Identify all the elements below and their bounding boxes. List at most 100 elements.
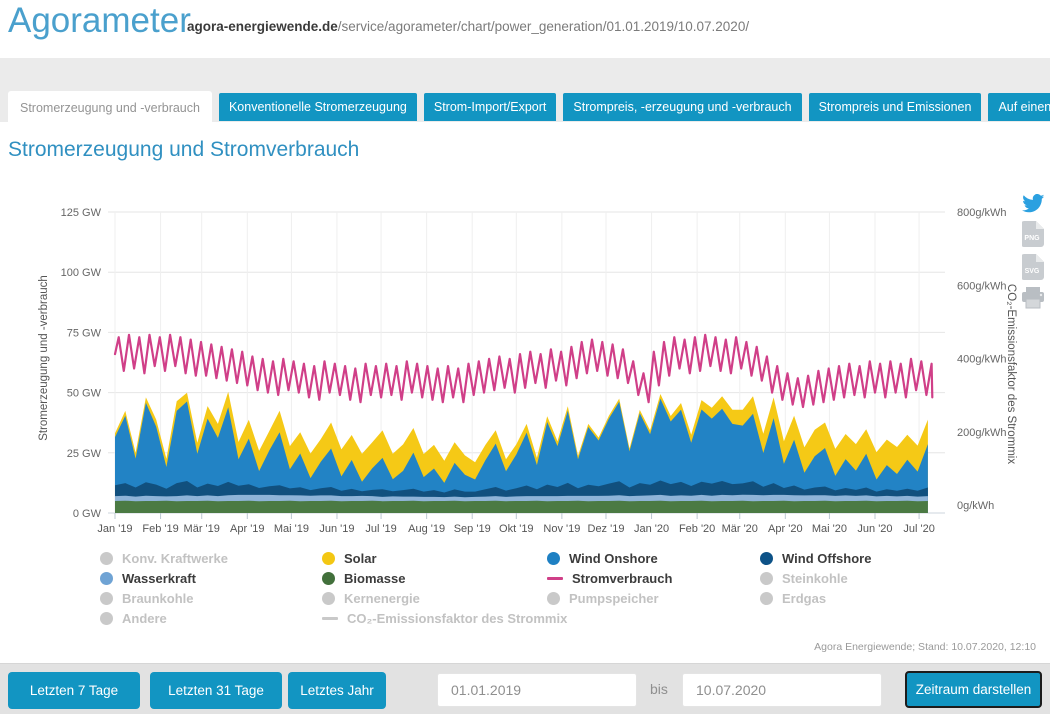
- svg-text:Mär '20: Mär '20: [722, 523, 758, 535]
- legend-label: Kernenergie: [344, 591, 420, 606]
- svg-text:Jul '19: Jul '19: [365, 523, 396, 535]
- svg-text:100 GW: 100 GW: [61, 267, 102, 279]
- svg-text:Sep '19: Sep '19: [454, 523, 491, 535]
- legend-swatch: [547, 577, 563, 580]
- svg-text:PNG: PNG: [1024, 235, 1040, 242]
- svg-text:Dez '19: Dez '19: [588, 523, 625, 535]
- legend-swatch: [322, 552, 335, 565]
- breadcrumb-path: /service/agorameter/chart/power_generati…: [338, 19, 749, 34]
- legend-item[interactable]: Pumpspeicher: [547, 588, 672, 608]
- legend-swatch: [760, 552, 773, 565]
- legend-swatch: [547, 552, 560, 565]
- legend-swatch: [322, 617, 338, 620]
- legend-label: Wasserkraft: [122, 571, 196, 586]
- svg-text:Jun '20: Jun '20: [857, 523, 892, 535]
- legend-label: Andere: [122, 611, 167, 626]
- legend-label: Biomasse: [344, 571, 405, 586]
- legend-label: Erdgas: [782, 591, 826, 606]
- legend-swatch: [100, 572, 113, 585]
- legend-item[interactable]: Wind Offshore: [760, 548, 871, 568]
- legend-item[interactable]: Konv. Kraftwerke: [100, 548, 228, 568]
- legend-swatch: [760, 572, 773, 585]
- date-to-input[interactable]: [682, 673, 882, 707]
- svg-text:125 GW: 125 GW: [61, 207, 102, 219]
- legend-label: CO₂-Emissionsfaktor des Strommix: [347, 611, 567, 626]
- tab-bar: Stromerzeugung und -verbrauchKonventione…: [0, 58, 1050, 122]
- y-axis-right-label: CO₂-Emissionsfaktor des Strommix: [1005, 224, 1017, 524]
- svg-text:0g/kWh: 0g/kWh: [957, 500, 994, 512]
- svg-download-icon[interactable]: SVG: [1022, 254, 1044, 280]
- date-range-toolbar: Letzten 7 Tage Letzten 31 Tage Letztes J…: [0, 663, 1050, 714]
- breadcrumb-domain: agora-energiewende.de: [187, 19, 338, 34]
- svg-text:Mai '19: Mai '19: [274, 523, 309, 535]
- legend-label: Pumpspeicher: [569, 591, 659, 606]
- legend-label: Wind Onshore: [569, 551, 658, 566]
- legend-item[interactable]: Kernenergie: [322, 588, 567, 608]
- legend-item[interactable]: Stromverbrauch: [547, 568, 672, 588]
- tab-2[interactable]: Strom-Import/Export: [424, 93, 557, 121]
- svg-text:75 GW: 75 GW: [67, 327, 102, 339]
- page-title: Stromerzeugung und Stromverbrauch: [8, 138, 359, 162]
- svg-text:800g/kWh: 800g/kWh: [957, 207, 1007, 219]
- legend-swatch: [100, 612, 113, 625]
- twitter-icon[interactable]: [1021, 194, 1045, 214]
- legend-swatch: [100, 552, 113, 565]
- svg-text:Mär '19: Mär '19: [184, 523, 220, 535]
- legend-item[interactable]: Braunkohle: [100, 588, 228, 608]
- legend-label: Wind Offshore: [782, 551, 871, 566]
- last-7-days-button[interactable]: Letzten 7 Tage: [8, 672, 140, 709]
- svg-text:Mai '20: Mai '20: [812, 523, 847, 535]
- legend-item[interactable]: Erdgas: [760, 588, 871, 608]
- legend-item[interactable]: Wasserkraft: [100, 568, 228, 588]
- legend-label: Stromverbrauch: [572, 571, 672, 586]
- svg-text:0 GW: 0 GW: [73, 508, 102, 520]
- legend-label: Braunkohle: [122, 591, 194, 606]
- show-range-button[interactable]: Zeitraum darstellen: [905, 671, 1042, 708]
- y-axis-left-label: Stromerzeugung und -verbrauch: [38, 208, 50, 508]
- svg-text:200g/kWh: 200g/kWh: [957, 427, 1007, 439]
- svg-text:Jan '19: Jan '19: [97, 523, 132, 535]
- svg-text:Feb '20: Feb '20: [679, 523, 715, 535]
- legend-label: Konv. Kraftwerke: [122, 551, 228, 566]
- svg-text:Aug '19: Aug '19: [408, 523, 445, 535]
- breadcrumb: agora-energiewende.de/service/agorameter…: [187, 19, 749, 34]
- svg-text:Jun '19: Jun '19: [319, 523, 354, 535]
- legend-item[interactable]: Wind Onshore: [547, 548, 672, 568]
- app-logo: Agorameter: [8, 1, 191, 41]
- svg-text:SVG: SVG: [1025, 268, 1040, 275]
- tab-0[interactable]: Stromerzeugung und -verbrauch: [8, 91, 212, 125]
- svg-text:Jul '20: Jul '20: [903, 523, 934, 535]
- legend-label: Solar: [344, 551, 377, 566]
- legend-item[interactable]: Steinkohle: [760, 568, 871, 588]
- tab-3[interactable]: Strompreis, -erzeugung und -verbrauch: [563, 93, 801, 121]
- svg-text:600g/kWh: 600g/kWh: [957, 280, 1007, 292]
- tab-4[interactable]: Strompreis und Emissionen: [809, 93, 982, 121]
- last-year-button[interactable]: Letztes Jahr: [288, 672, 386, 709]
- header: Agorameter agora-energiewende.de/service…: [0, 0, 1050, 58]
- svg-text:400g/kWh: 400g/kWh: [957, 354, 1007, 366]
- last-31-days-button[interactable]: Letzten 31 Tage: [150, 672, 282, 709]
- print-icon[interactable]: [1021, 287, 1045, 309]
- tab-1[interactable]: Konventionelle Stromerzeugung: [219, 93, 417, 121]
- legend-swatch: [322, 572, 335, 585]
- legend-swatch: [760, 592, 773, 605]
- legend-item[interactable]: CO₂-Emissionsfaktor des Strommix: [322, 608, 567, 628]
- power-generation-chart[interactable]: 0 GW25 GW50 GW75 GW100 GW125 GW0g/kWh200…: [0, 185, 1050, 540]
- date-from-input[interactable]: [437, 673, 637, 707]
- legend-item[interactable]: Biomasse: [322, 568, 567, 588]
- tab-5[interactable]: Auf einen Blick: [988, 93, 1050, 121]
- svg-text:Nov '19: Nov '19: [543, 523, 580, 535]
- png-download-icon[interactable]: PNG: [1022, 221, 1044, 247]
- legend-label: Steinkohle: [782, 571, 848, 586]
- export-toolbar: PNG SVG: [1020, 194, 1046, 309]
- bis-label: bis: [650, 681, 668, 697]
- svg-text:Okt '19: Okt '19: [499, 523, 534, 535]
- legend-item[interactable]: Andere: [100, 608, 228, 628]
- legend-swatch: [322, 592, 335, 605]
- svg-text:Apr '19: Apr '19: [230, 523, 265, 535]
- chart-legend: Konv. Kraftwerke Wasserkraft Braunkohle And…: [100, 548, 1040, 640]
- legend-swatch: [100, 592, 113, 605]
- legend-item[interactable]: Solar: [322, 548, 567, 568]
- tabs: Stromerzeugung und -verbrauchKonventione…: [8, 91, 1050, 125]
- svg-text:Feb '19: Feb '19: [142, 523, 178, 535]
